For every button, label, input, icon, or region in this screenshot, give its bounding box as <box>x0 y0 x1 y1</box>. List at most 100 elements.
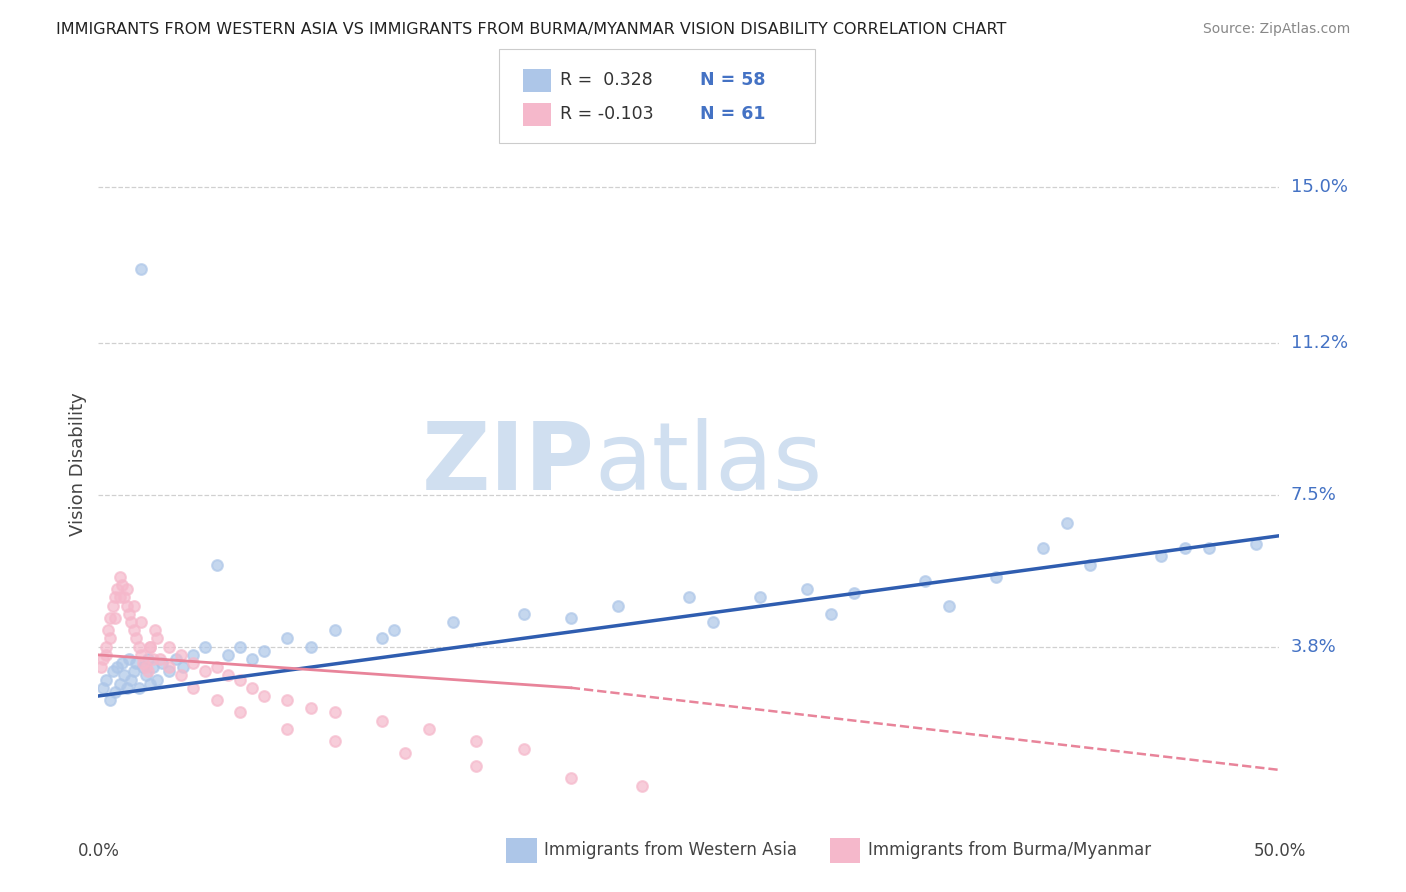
Point <box>984 570 1007 584</box>
Point <box>91 681 114 695</box>
Point <box>122 665 145 679</box>
Point <box>205 558 228 572</box>
Point <box>205 660 228 674</box>
Point <box>139 676 162 690</box>
Point <box>702 615 724 629</box>
Point <box>678 591 700 605</box>
Point <box>276 722 298 736</box>
Point <box>136 665 159 679</box>
Point <box>157 640 180 654</box>
Point <box>512 742 534 756</box>
Text: IMMIGRANTS FROM WESTERN ASIA VS IMMIGRANTS FROM BURMA/MYANMAR VISION DISABILITY : IMMIGRANTS FROM WESTERN ASIA VS IMMIGRAN… <box>56 22 1007 37</box>
Point <box>394 747 416 761</box>
Point <box>108 570 131 584</box>
Point <box>181 648 204 662</box>
Point <box>108 676 131 690</box>
Text: N = 61: N = 61 <box>700 105 766 123</box>
Point <box>94 648 117 662</box>
Text: 0.0%: 0.0% <box>77 842 120 860</box>
Point <box>128 681 150 695</box>
Point <box>217 648 239 662</box>
Text: Immigrants from Western Asia: Immigrants from Western Asia <box>544 841 797 859</box>
Text: 15.0%: 15.0% <box>1291 178 1347 195</box>
Point <box>104 685 127 699</box>
Point <box>132 656 155 670</box>
Point <box>276 693 298 707</box>
Point <box>560 611 582 625</box>
Point <box>98 693 121 707</box>
Point <box>418 722 440 736</box>
Text: 11.2%: 11.2% <box>1291 334 1348 351</box>
Point <box>181 681 204 695</box>
FancyBboxPatch shape <box>506 838 537 863</box>
Point <box>129 615 152 629</box>
Point <box>104 611 127 625</box>
Point <box>371 714 394 728</box>
Point <box>1244 537 1267 551</box>
Point <box>111 656 134 670</box>
Point <box>101 599 124 613</box>
Point <box>146 673 169 687</box>
Text: 3.8%: 3.8% <box>1291 638 1336 656</box>
Point <box>108 591 131 605</box>
Point <box>118 652 141 666</box>
Point <box>105 582 128 596</box>
Point <box>115 599 138 613</box>
Point <box>118 607 141 621</box>
Point <box>820 607 842 621</box>
Y-axis label: Vision Disability: Vision Disability <box>69 392 87 536</box>
FancyBboxPatch shape <box>523 103 551 126</box>
Point <box>630 780 652 794</box>
Point <box>253 689 276 703</box>
Point <box>1056 516 1078 531</box>
Point <box>194 665 217 679</box>
Text: 7.5%: 7.5% <box>1291 485 1337 504</box>
Point <box>240 681 263 695</box>
Text: R =  0.328: R = 0.328 <box>560 71 652 89</box>
Point <box>139 640 162 654</box>
Point <box>125 656 148 670</box>
Point <box>135 668 157 682</box>
Point <box>94 640 117 654</box>
Point <box>146 632 169 646</box>
Point <box>299 701 322 715</box>
Point <box>98 632 121 646</box>
Point <box>1032 541 1054 555</box>
Point <box>136 652 159 666</box>
Text: N = 58: N = 58 <box>700 71 766 89</box>
Point <box>90 660 112 674</box>
Point <box>135 660 157 674</box>
Point <box>104 591 127 605</box>
Point <box>371 632 394 646</box>
Point <box>1198 541 1220 555</box>
Point <box>112 668 135 682</box>
Point <box>143 624 166 638</box>
Point <box>122 624 145 638</box>
Point <box>240 652 263 666</box>
Point <box>101 665 124 679</box>
Point <box>323 624 346 638</box>
Point <box>115 681 138 695</box>
FancyBboxPatch shape <box>499 49 815 143</box>
Point <box>112 591 135 605</box>
Text: ZIP: ZIP <box>422 417 595 510</box>
Point <box>560 771 582 785</box>
Point <box>129 261 152 276</box>
Point <box>132 660 155 674</box>
Point <box>122 599 145 613</box>
Point <box>938 599 960 613</box>
Point <box>299 640 322 654</box>
Text: Source: ZipAtlas.com: Source: ZipAtlas.com <box>1202 22 1350 37</box>
Point <box>170 648 193 662</box>
Point <box>170 668 193 682</box>
Point <box>142 652 165 666</box>
FancyBboxPatch shape <box>523 69 551 92</box>
Point <box>512 607 534 621</box>
Point <box>98 611 121 625</box>
Point <box>139 640 162 654</box>
Point <box>229 673 252 687</box>
Point <box>253 644 276 658</box>
Point <box>181 656 204 670</box>
Point <box>229 640 252 654</box>
Text: atlas: atlas <box>595 417 823 510</box>
